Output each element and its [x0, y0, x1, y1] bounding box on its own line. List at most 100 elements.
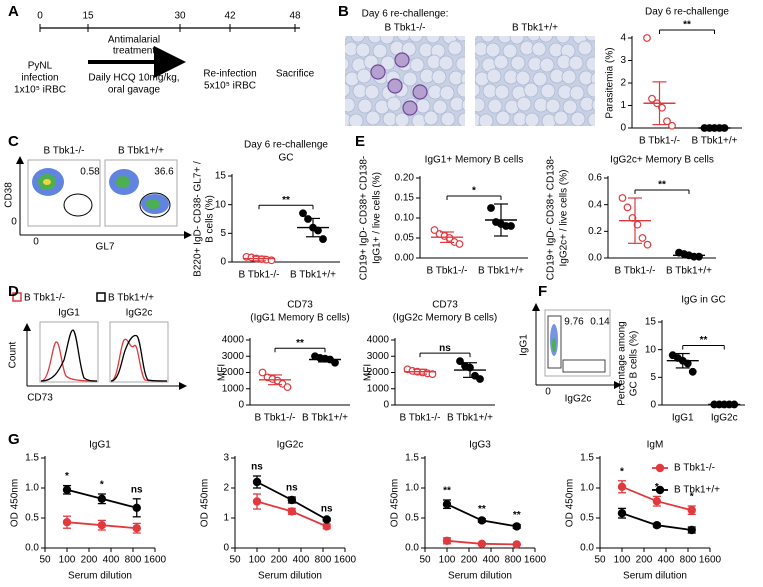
significance-label: **	[683, 20, 691, 31]
panel-letter: F	[538, 283, 547, 300]
micrograph-heading: Day 6 re-challenge:	[362, 9, 449, 20]
data-point	[252, 477, 262, 487]
chart-title: IgG2c+ Memory B cells	[610, 155, 714, 166]
red-blood-cell	[590, 72, 595, 86]
y-tick-label: 15	[215, 171, 227, 182]
data-point	[695, 252, 703, 261]
label: Daily HCQ 10mg/kg,	[88, 73, 179, 84]
red-blood-cell	[486, 68, 502, 84]
red-blood-cell	[454, 36, 465, 42]
data-point	[132, 524, 141, 533]
data-point	[643, 240, 652, 249]
red-blood-cell	[456, 82, 465, 98]
x-tick-label: 200	[461, 555, 478, 566]
data-point	[132, 503, 141, 512]
data-point	[442, 500, 452, 509]
x-tick-label: 50	[419, 555, 431, 566]
chart-subtitle: (IgG2c Memory B cells)	[393, 313, 497, 324]
group-label: B Tbk1+/+	[478, 266, 524, 277]
group-label: B Tbk1-/-	[615, 266, 656, 277]
y-tick-label: 0	[383, 400, 389, 411]
label: 0	[11, 217, 17, 228]
red-blood-cell	[356, 68, 372, 84]
red-blood-cell	[577, 40, 593, 56]
x-tick-label: 1600	[699, 555, 722, 566]
chart-subtitle: GC	[279, 153, 294, 164]
panel-letter: B	[338, 3, 349, 20]
red-blood-cell	[497, 36, 513, 44]
red-blood-cell	[524, 112, 540, 126]
chart-title: IgG1	[89, 440, 111, 451]
y-tick-label: 0.0	[405, 543, 419, 554]
label: Count	[8, 341, 19, 368]
y-axis-label: OD 450nm	[390, 479, 401, 527]
chart-title: IgG2c	[277, 440, 304, 451]
y-tick-label: 0.0	[588, 253, 602, 264]
data-point	[638, 234, 647, 242]
label: infection	[21, 73, 58, 84]
significance-label: ns	[439, 343, 451, 354]
label: 0.58	[80, 167, 100, 178]
data-point	[62, 485, 72, 494]
red-blood-cell	[591, 98, 595, 112]
red-blood-cell	[531, 41, 547, 57]
y-tick-label: 1	[223, 513, 229, 524]
data-point	[477, 516, 487, 525]
red-blood-cell	[379, 36, 395, 45]
label: B Tbk1+/+	[512, 23, 558, 34]
red-blood-cell	[545, 98, 561, 114]
data-point	[283, 383, 292, 392]
y-axis-label: GC B cells (%)	[629, 331, 640, 397]
infected-cell	[412, 84, 428, 100]
y-tick-label: 1.0	[405, 483, 419, 494]
y-tick-label: 0.5	[405, 513, 419, 524]
y-axis-label: OD 450nm	[200, 479, 211, 527]
x-tick-label: 800	[505, 555, 522, 566]
x-tick-label: 1600	[334, 555, 357, 566]
y-axis-label: IgG2c+ / live cells (%)	[559, 170, 570, 267]
x-tick-label: 1600	[524, 555, 547, 566]
red-blood-cell	[568, 55, 584, 71]
data-point	[623, 203, 632, 212]
data-point	[512, 522, 521, 531]
data-point	[287, 495, 297, 505]
red-blood-cell	[457, 112, 465, 126]
flow-plot	[544, 309, 611, 377]
label: CD73	[27, 393, 53, 404]
x-tick-label: 100	[249, 555, 266, 566]
x-tick-label: 100	[614, 555, 631, 566]
y-tick-label: 0	[620, 123, 626, 134]
chart-title: CD73	[432, 300, 458, 311]
micrograph-cells	[475, 36, 595, 126]
group-label: B Tbk1+/+	[302, 413, 348, 424]
label: B Tbk1-/-	[385, 23, 426, 34]
red-blood-cell	[438, 55, 454, 71]
x-tick-label: 400	[483, 555, 500, 566]
legend-label: B Tbk1+/+	[674, 485, 720, 496]
significance-label: **	[296, 338, 304, 349]
y-tick-label: 2000	[367, 367, 390, 378]
group-label: B Tbk1-/-	[400, 413, 441, 424]
red-blood-cell	[584, 36, 595, 42]
label: B Tbk1+/+	[108, 293, 154, 304]
timeline-day: 42	[224, 11, 236, 22]
red-blood-cell	[585, 56, 595, 72]
label: oral gavage	[108, 85, 161, 96]
data-point	[663, 117, 671, 126]
x-tick-label: 200	[636, 555, 653, 566]
data-point	[652, 497, 662, 506]
red-blood-cell	[475, 97, 486, 113]
legend-label: B Tbk1-/-	[674, 463, 715, 474]
red-blood-cell	[460, 72, 465, 86]
group-label: B Tbk1+/+	[290, 270, 336, 281]
red-blood-cell	[475, 82, 481, 98]
infected-cell	[387, 78, 403, 94]
red-blood-cell	[553, 110, 569, 126]
data-point	[97, 521, 107, 530]
label: B Tbk1-/-	[24, 293, 65, 304]
data-point	[455, 240, 464, 248]
histogram	[39, 321, 99, 383]
y-tick-label: 0.05	[395, 233, 415, 244]
red-blood-cell	[423, 110, 439, 126]
